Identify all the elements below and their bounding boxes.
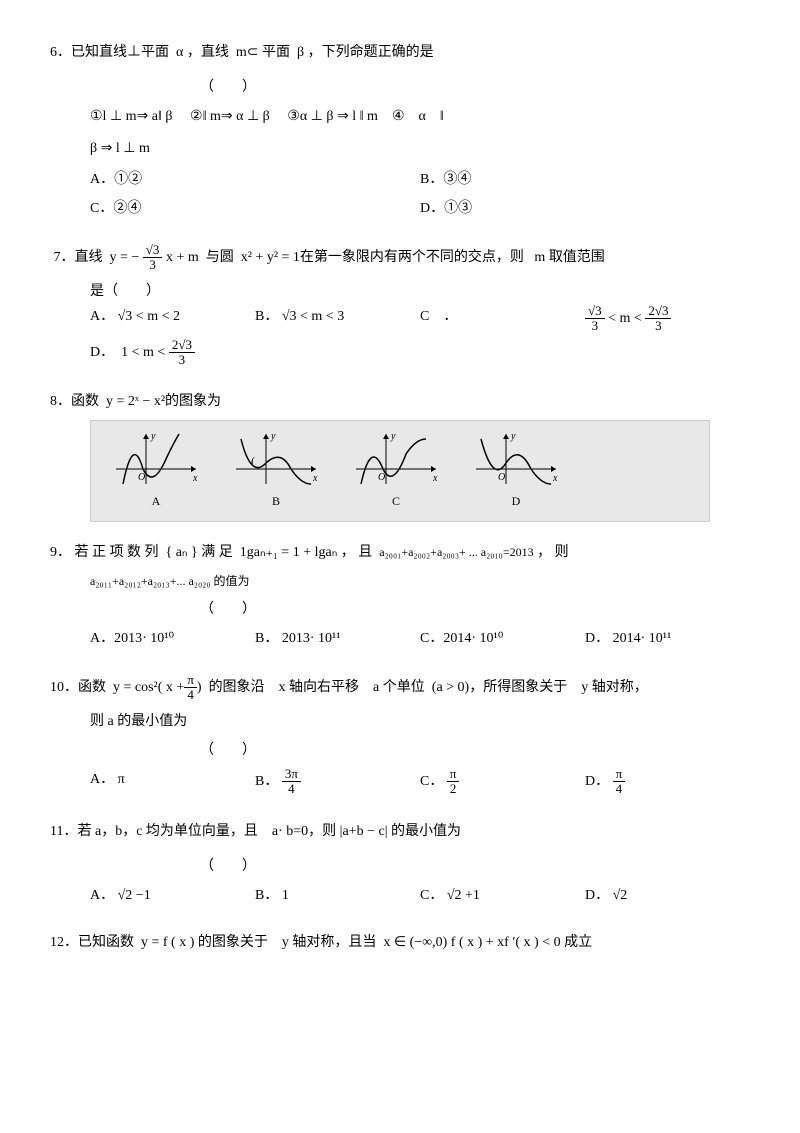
q11-num: 11 (50, 824, 63, 839)
q11-opt-b: B． 1 (255, 883, 420, 908)
q6-props2: β ⇒ l ⊥ m (50, 136, 750, 161)
q7-opt-c-val: √33 < m < 2√33 (585, 304, 750, 334)
q7-line-eq: y = − √33 x + m (110, 243, 199, 273)
q6-opt-d: D．①③ (420, 196, 750, 221)
svg-text:O: O (498, 472, 505, 483)
graph-b-svg: xy ( (231, 429, 321, 489)
question-8: 8．函数 y = 2ˣ − x²的图象为 xy O A xy ( B (50, 389, 750, 522)
q7-opt-d: D． 1 < m < 2√33 (90, 338, 255, 368)
q12-stem: 12．已知函数 y = f ( x ) 的图象关于 y 轴对称，且当 x ∈ (… (50, 930, 750, 955)
q9-num: 9 (50, 545, 57, 560)
q7-opt-c: C ． (420, 304, 585, 334)
q8-graph-c: xy O C (351, 429, 441, 513)
q7-options-2: D． 1 < m < 2√33 (50, 338, 750, 372)
q10-opt-d: D． π4 (585, 767, 750, 797)
q12-num: 12 (50, 935, 64, 950)
q7-num: 7 (54, 250, 61, 265)
q9-opt-d: D． 2014· 10¹¹ (585, 626, 750, 651)
q11-opt-c: C． √2 +1 (420, 883, 585, 908)
question-7: 7．直线 y = − √33 x + m 与圆 x² + y² = 1在第一象限… (50, 243, 750, 371)
q8-graph-a: xy O A (111, 429, 201, 513)
svg-text:O: O (378, 472, 385, 483)
graph-a-svg: x y O (111, 429, 201, 489)
q10-opt-c: C． π2 (420, 767, 585, 797)
svg-text:x: x (552, 473, 558, 484)
q9-stem: 9． 若 正 项 数 列 { aₙ } 满 足 1gaₙ₊₁ = 1 + lga… (50, 540, 750, 565)
question-10: 10．函数 y = cos²( x +π4) 的图象沿 x 轴向右平移 a 个单… (50, 673, 750, 801)
svg-text:x: x (432, 473, 438, 484)
svg-text:y: y (270, 431, 276, 442)
graph-c-svg: x y O (351, 429, 441, 489)
q10-opt-b: B． 3π4 (255, 767, 420, 797)
question-11: 11．若 a，b，c 均为单位向量，且 a· b=0，则 |a+b − c| 的… (50, 819, 750, 913)
q7-opt-b: B． √3 < m < 3 (255, 304, 420, 334)
q10-options: A． π B． 3π4 C． π2 D． π4 (50, 767, 750, 801)
q11-opt-d: D． √2 (585, 883, 750, 908)
q7-stem2: 是（ ） (50, 279, 750, 304)
q10-opt-a: A． π (90, 767, 255, 797)
q6-opt-a: A．①② (90, 167, 420, 192)
question-6: 6．已知直线⊥平面 α ，直线 m⊂ 平面 β ，下列命题正确的是 （ ） ①l… (50, 40, 750, 225)
q10-stem2: 则 a 的最小值为 (50, 709, 750, 734)
q6-opt-c: C．②④ (90, 196, 420, 221)
q6-options: A．①② B．③④ C．②④ D．①③ (50, 167, 750, 225)
q11-opt-a: A． √2 −1 (90, 883, 255, 908)
svg-text:x: x (192, 473, 198, 484)
q7-options: A． √3 < m < 2 B． √3 < m < 3 C ． √33 < m … (50, 304, 750, 338)
svg-text:x: x (312, 473, 318, 484)
graph-d-svg: x y O (471, 429, 561, 489)
q6-props: ①l ⊥ m⇒ a‖ β ②‖ m⇒ α ⊥ β ③α ⊥ β ⇒ l ‖ m … (50, 104, 750, 129)
svg-text:y: y (390, 431, 396, 442)
q11-options: A． √2 −1 B． 1 C． √2 +1 D． √2 (50, 883, 750, 912)
svg-text:y: y (510, 431, 516, 442)
q6-stem: 6．已知直线⊥平面 α ，直线 m⊂ 平面 β ，下列命题正确的是 (50, 40, 750, 65)
q6-paren: （ ） (200, 75, 256, 100)
question-12: 12．已知函数 y = f ( x ) 的图象关于 y 轴对称，且当 x ∈ (… (50, 930, 750, 955)
q10-num: 10 (50, 680, 64, 695)
q7-opt-a: A． √3 < m < 2 (90, 304, 255, 334)
q10-paren: （ ） (200, 738, 256, 763)
q8-stem: 8．函数 y = 2ˣ − x²的图象为 (50, 389, 750, 414)
q11-paren: （ ） (200, 854, 256, 879)
q9-options: A．2013· 10¹⁰ B． 2013· 10¹¹ C．2014· 10¹⁰ … (50, 626, 750, 655)
q10-stem: 10．函数 y = cos²( x +π4) 的图象沿 x 轴向右平移 a 个单… (50, 673, 750, 703)
q8-graphs: xy O A xy ( B xy O C (90, 420, 710, 522)
q8-graph-b: xy ( B (231, 429, 321, 513)
q6-num: 6 (50, 45, 57, 60)
q11-stem: 11．若 a，b，c 均为单位向量，且 a· b=0，则 |a+b − c| 的… (50, 819, 750, 844)
svg-text:O: O (138, 472, 145, 483)
q7-stem: 7．直线 y = − √33 x + m 与圆 x² + y² = 1在第一象限… (50, 243, 750, 273)
q9-opt-b: B． 2013· 10¹¹ (255, 626, 420, 651)
q8-graph-d: xy O D (471, 429, 561, 513)
q10-eq: y = cos²( x +π4) (113, 673, 202, 703)
q9-stem2: a₂₀₁₁+a₂₀₁₂+a₂₀₁₃+... a₂₀₂₀ 的值为 (50, 571, 750, 593)
q9-opt-a: A．2013· 10¹⁰ (90, 626, 255, 651)
q9-opt-c: C．2014· 10¹⁰ (420, 626, 585, 651)
q9-paren: （ ） (200, 597, 256, 622)
question-9: 9． 若 正 项 数 列 { aₙ } 满 足 1gaₙ₊₁ = 1 + lga… (50, 540, 750, 655)
q8-num: 8 (50, 394, 57, 409)
svg-text:y: y (150, 431, 156, 442)
q6-opt-b: B．③④ (420, 167, 750, 192)
